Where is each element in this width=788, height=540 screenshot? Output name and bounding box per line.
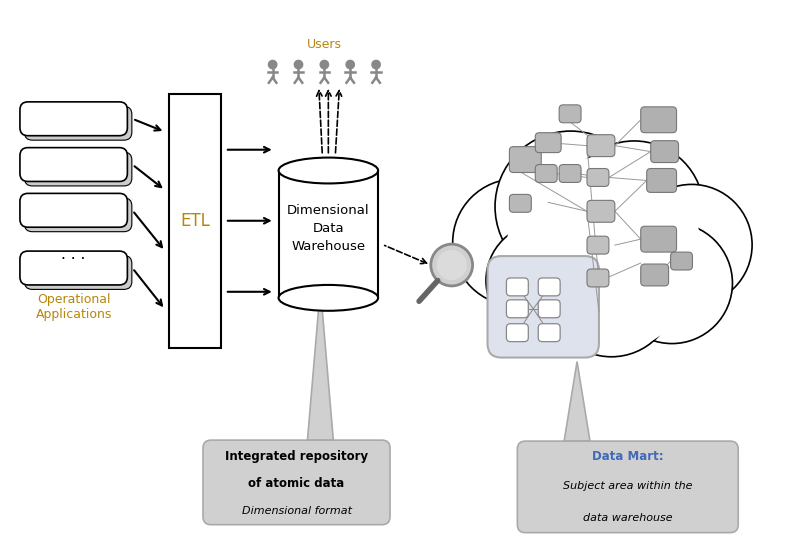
- FancyBboxPatch shape: [559, 105, 581, 123]
- FancyBboxPatch shape: [587, 168, 609, 186]
- Circle shape: [506, 157, 702, 353]
- Circle shape: [431, 244, 473, 286]
- Circle shape: [564, 141, 704, 280]
- Circle shape: [526, 170, 682, 327]
- Text: Integrated repository: Integrated repository: [225, 450, 368, 463]
- FancyBboxPatch shape: [24, 255, 132, 289]
- FancyBboxPatch shape: [507, 323, 528, 342]
- FancyBboxPatch shape: [507, 300, 528, 318]
- FancyBboxPatch shape: [24, 152, 132, 186]
- Text: ETL: ETL: [180, 212, 210, 230]
- Circle shape: [269, 60, 277, 69]
- FancyBboxPatch shape: [641, 107, 677, 133]
- FancyBboxPatch shape: [20, 102, 128, 136]
- FancyBboxPatch shape: [587, 236, 609, 254]
- FancyBboxPatch shape: [538, 278, 560, 296]
- Circle shape: [631, 184, 752, 306]
- FancyBboxPatch shape: [587, 269, 609, 287]
- Circle shape: [437, 250, 466, 280]
- Circle shape: [548, 230, 675, 357]
- Circle shape: [486, 223, 601, 338]
- FancyBboxPatch shape: [641, 264, 668, 286]
- FancyBboxPatch shape: [507, 278, 528, 296]
- Circle shape: [294, 60, 303, 69]
- Text: Data Mart:: Data Mart:: [592, 450, 663, 463]
- FancyBboxPatch shape: [518, 441, 738, 532]
- FancyBboxPatch shape: [535, 165, 557, 183]
- FancyBboxPatch shape: [641, 226, 677, 252]
- FancyBboxPatch shape: [20, 147, 128, 181]
- FancyBboxPatch shape: [509, 147, 541, 172]
- Text: of atomic data: of atomic data: [248, 477, 344, 490]
- FancyBboxPatch shape: [24, 198, 132, 232]
- FancyBboxPatch shape: [647, 168, 677, 192]
- Circle shape: [611, 222, 733, 343]
- FancyBboxPatch shape: [587, 134, 615, 157]
- FancyBboxPatch shape: [559, 165, 581, 183]
- FancyBboxPatch shape: [509, 194, 531, 212]
- Text: Dimensional format: Dimensional format: [241, 506, 351, 516]
- Text: Operational
Applications: Operational Applications: [35, 293, 112, 321]
- Polygon shape: [564, 361, 590, 441]
- FancyBboxPatch shape: [538, 300, 560, 318]
- Circle shape: [452, 179, 580, 306]
- Circle shape: [495, 131, 646, 282]
- Polygon shape: [279, 171, 378, 298]
- Text: Users: Users: [307, 38, 342, 51]
- Ellipse shape: [279, 285, 378, 311]
- Text: Subject area within the: Subject area within the: [563, 481, 693, 491]
- Circle shape: [372, 60, 381, 69]
- FancyBboxPatch shape: [671, 252, 693, 270]
- Ellipse shape: [279, 158, 378, 184]
- FancyBboxPatch shape: [535, 133, 561, 153]
- Text: data warehouse: data warehouse: [583, 512, 673, 523]
- FancyBboxPatch shape: [587, 200, 615, 222]
- Text: Dimensional
Data
Warehouse: Dimensional Data Warehouse: [287, 204, 370, 253]
- FancyBboxPatch shape: [488, 256, 599, 357]
- Text: · · ·: · · ·: [61, 252, 86, 267]
- Polygon shape: [169, 94, 221, 348]
- FancyBboxPatch shape: [538, 323, 560, 342]
- FancyBboxPatch shape: [203, 440, 390, 525]
- Circle shape: [320, 60, 329, 69]
- FancyBboxPatch shape: [20, 193, 128, 227]
- FancyBboxPatch shape: [20, 251, 128, 285]
- FancyBboxPatch shape: [651, 140, 678, 163]
- Polygon shape: [307, 288, 333, 440]
- FancyBboxPatch shape: [24, 106, 132, 140]
- Circle shape: [346, 60, 355, 69]
